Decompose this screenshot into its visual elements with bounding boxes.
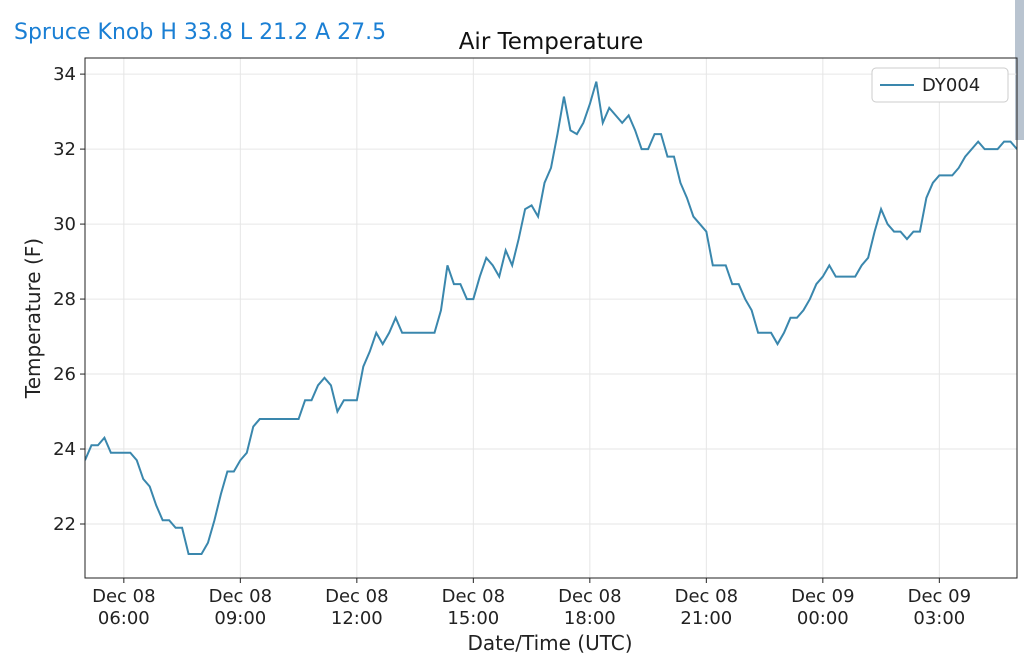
x-tick-label: Dec 08 12:00 <box>325 586 388 629</box>
legend-box <box>871 67 1009 103</box>
plot-frame <box>84 57 1018 579</box>
station-summary: Spruce Knob H 33.8 L 21.2 A 27.5 <box>14 20 386 45</box>
scrollbar <box>1015 0 1024 140</box>
legend-label: DY004 <box>922 75 980 96</box>
y-tick-label: 26 <box>53 364 76 385</box>
x-tick-label: Dec 08 15:00 <box>442 586 505 629</box>
y-tick-label: 30 <box>53 214 76 235</box>
y-tick-label: 28 <box>53 289 76 310</box>
y-tick-label: 24 <box>53 439 76 460</box>
x-tick-label: Dec 08 18:00 <box>558 586 621 629</box>
x-tick-label: Dec 08 06:00 <box>92 586 155 629</box>
chart-title: Air Temperature <box>459 29 644 55</box>
x-tick-label: Dec 08 09:00 <box>209 586 272 629</box>
x-tick-label: Dec 09 00:00 <box>791 586 854 629</box>
y-axis-label: Temperature (F) <box>21 238 45 399</box>
y-tick-label: 22 <box>53 514 76 535</box>
x-tick-label: Dec 08 21:00 <box>675 586 738 629</box>
y-tick-label: 32 <box>53 139 76 160</box>
temperature-line <box>85 81 1017 556</box>
x-tick-label: Dec 09 03:00 <box>908 586 971 629</box>
y-tick-label: 34 <box>53 64 76 85</box>
x-axis-label: Date/Time (UTC) <box>467 631 632 655</box>
